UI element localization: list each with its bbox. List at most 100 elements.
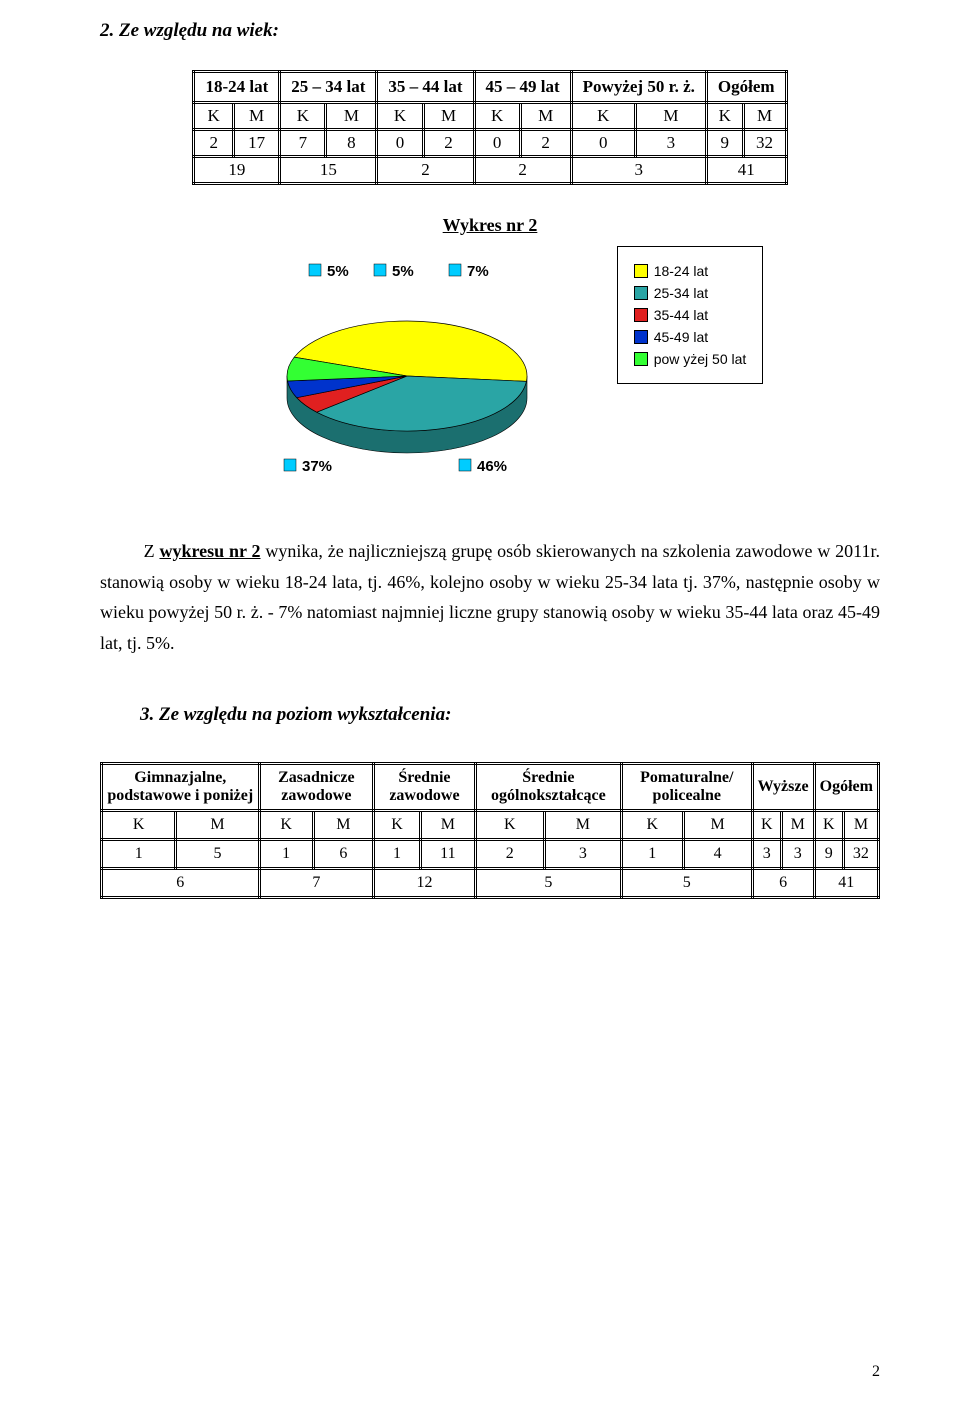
total-cell: 41 <box>814 869 878 898</box>
legend-swatch <box>634 330 648 344</box>
data-cell: 3 <box>635 130 706 157</box>
km-cell: M <box>233 103 279 130</box>
legend-swatch <box>634 308 648 322</box>
total-cell: 41 <box>706 157 786 184</box>
edu-col-header: Gimnazjalne, podstawowe i poniżej <box>102 764 260 811</box>
km-cell: M <box>176 811 259 840</box>
data-cell: 2 <box>475 840 544 869</box>
legend-label: pow yżej 50 lat <box>654 351 747 367</box>
data-cell: 0 <box>377 130 423 157</box>
svg-text:5%: 5% <box>392 263 414 280</box>
data-cell: 1 <box>621 840 683 869</box>
km-cell: M <box>420 811 475 840</box>
table-totals-row: 6 7 12 5 5 6 41 <box>102 869 879 898</box>
km-cell: M <box>423 103 474 130</box>
data-cell: 17 <box>233 130 279 157</box>
km-cell: K <box>102 811 176 840</box>
km-cell: K <box>571 103 635 130</box>
age-col-header: 18-24 lat <box>194 72 280 103</box>
legend-label: 18-24 lat <box>654 263 708 279</box>
data-cell: 4 <box>683 840 752 869</box>
data-cell: 8 <box>326 130 377 157</box>
data-cell: 5 <box>176 840 259 869</box>
table-km-header-row: K M K M K M K M K M K M K M <box>102 811 879 840</box>
km-cell: K <box>280 103 326 130</box>
age-col-header: 25 – 34 lat <box>280 72 377 103</box>
km-cell: K <box>752 811 781 840</box>
km-cell: K <box>374 811 421 840</box>
km-cell: K <box>814 811 843 840</box>
data-cell: 0 <box>571 130 635 157</box>
data-cell: 11 <box>420 840 475 869</box>
km-cell: M <box>635 103 706 130</box>
data-cell: 3 <box>752 840 781 869</box>
legend-item: 45-49 lat <box>634 329 747 345</box>
legend-item: 18-24 lat <box>634 263 747 279</box>
total-cell: 7 <box>259 869 374 898</box>
svg-text:7%: 7% <box>467 263 489 280</box>
legend-swatch <box>634 286 648 300</box>
table-data-row: 2 17 7 8 0 2 0 2 0 3 9 32 <box>194 130 786 157</box>
table-data-row: 1 5 1 6 1 11 2 3 1 4 3 3 9 32 <box>102 840 879 869</box>
edu-col-header: Wyższe <box>752 764 814 811</box>
data-cell: 0 <box>474 130 520 157</box>
table-totals-row: 19 15 2 2 3 41 <box>194 157 786 184</box>
section-2-heading: 2. Ze względu na wiek: <box>100 20 880 42</box>
total-cell: 15 <box>280 157 377 184</box>
table-header-row: 18-24 lat 25 – 34 lat 35 – 44 lat 45 – 4… <box>194 72 786 103</box>
km-cell: M <box>743 103 786 130</box>
data-cell: 2 <box>194 130 233 157</box>
legend-item: 35-44 lat <box>634 307 747 323</box>
edu-col-header: Średnie ogólnokształcące <box>475 764 621 811</box>
data-cell: 7 <box>280 130 326 157</box>
pie-percent-label: 5% <box>374 263 414 280</box>
chart-row: 5% 5% 7% 37% 46% 18-24 lat 25-34 lat 35-44 lat… <box>100 246 880 506</box>
total-cell: 5 <box>475 869 621 898</box>
data-cell: 3 <box>781 840 814 869</box>
legend-item: 25-34 lat <box>634 285 747 301</box>
km-cell: K <box>706 103 743 130</box>
km-cell: M <box>520 103 571 130</box>
data-cell: 2 <box>423 130 474 157</box>
section-3-heading: 3. Ze względu na poziom wykształcenia: <box>140 704 880 726</box>
data-cell: 6 <box>313 840 373 869</box>
edu-col-header: Pomaturalne/ policealne <box>621 764 752 811</box>
data-cell: 1 <box>102 840 176 869</box>
age-col-header: Powyżej 50 r. ż. <box>571 72 706 103</box>
legend-swatch <box>634 264 648 278</box>
km-cell: M <box>781 811 814 840</box>
data-cell: 1 <box>259 840 313 869</box>
svg-text:46%: 46% <box>477 458 507 475</box>
data-cell: 9 <box>814 840 843 869</box>
data-cell: 3 <box>544 840 621 869</box>
legend-label: 45-49 lat <box>654 329 708 345</box>
total-cell: 2 <box>474 157 571 184</box>
km-cell: K <box>194 103 233 130</box>
km-cell: M <box>544 811 621 840</box>
total-cell: 6 <box>102 869 260 898</box>
total-cell: 6 <box>752 869 814 898</box>
table-km-header-row: K M K M K M K M K M K M <box>194 103 786 130</box>
pie-percent-label: 46% <box>459 458 507 475</box>
total-cell: 2 <box>377 157 474 184</box>
total-cell: 3 <box>571 157 706 184</box>
chart-title: Wykres nr 2 <box>100 215 880 236</box>
pie-percent-label: 37% <box>284 458 332 475</box>
data-cell: 32 <box>843 840 878 869</box>
svg-text:5%: 5% <box>327 263 349 280</box>
data-cell: 32 <box>743 130 786 157</box>
legend-item: pow yżej 50 lat <box>634 351 747 367</box>
total-cell: 19 <box>194 157 280 184</box>
analysis-paragraph: Z wykresu nr 2 wynika, że najliczniejszą… <box>100 536 880 658</box>
page-number: 2 <box>872 1363 880 1381</box>
pie-chart: 5% 5% 7% 37% 46% <box>217 246 597 506</box>
km-cell: M <box>326 103 377 130</box>
km-cell: M <box>683 811 752 840</box>
total-cell: 5 <box>621 869 752 898</box>
km-cell: K <box>377 103 423 130</box>
table-header-row: Gimnazjalne, podstawowe i poniżej Zasadn… <box>102 764 879 811</box>
km-cell: K <box>474 103 520 130</box>
pie-percent-label: 7% <box>449 263 489 280</box>
edu-col-header: Średnie zawodowe <box>374 764 476 811</box>
legend-swatch <box>634 352 648 366</box>
